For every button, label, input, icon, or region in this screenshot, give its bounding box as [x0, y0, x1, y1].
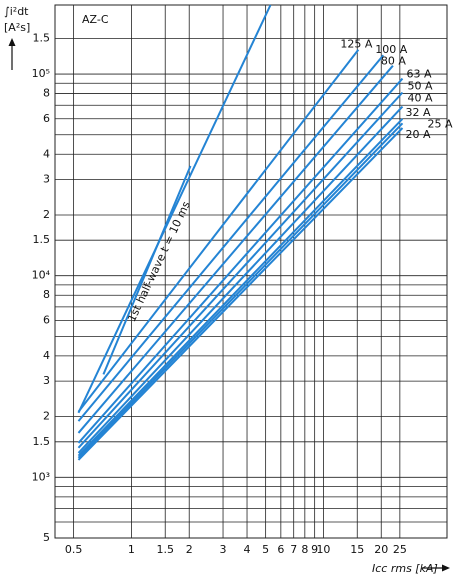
series-label: 80 A: [381, 55, 406, 68]
series-label: 25 A: [427, 117, 452, 130]
x-tick-label: 0.5: [65, 543, 83, 556]
y-tick-label: 1.5: [33, 233, 51, 246]
y-tick-label: 4: [43, 147, 50, 160]
x-tick-label: 6: [277, 543, 284, 556]
series-line: [77, 4, 272, 414]
series-line: [77, 91, 404, 449]
y-tick-label: 5: [43, 531, 50, 544]
series-line: [77, 49, 360, 413]
series-label: 100 A: [375, 43, 407, 56]
y-tick-label: 1.5: [33, 32, 51, 45]
y-tick-label: 8: [43, 87, 50, 100]
x-arrow-head: [442, 564, 450, 572]
x-tick-label: 15: [350, 543, 364, 556]
series-line: [77, 118, 404, 457]
y-tick-label: 4: [43, 349, 50, 362]
chart-title: AZ-C: [82, 13, 109, 26]
y-axis-label: ∫i²dt: [4, 5, 29, 18]
x-tick-label: 1: [128, 543, 135, 556]
x-tick-label: 20: [374, 543, 388, 556]
x-tick-label: 5: [262, 543, 269, 556]
plot-frame: [54, 4, 448, 539]
x-tick-label: 4: [244, 543, 251, 556]
x-tick-label: 3: [220, 543, 227, 556]
series-label: 1st half-wave t = 10 ms: [125, 199, 193, 324]
y-tick-label: 8: [43, 288, 50, 301]
y-tick-label: 10⁴: [32, 269, 51, 282]
y-tick-label: 2: [43, 208, 50, 221]
y-tick-label: 1.5: [33, 435, 51, 448]
x-tick-label: 10: [316, 543, 330, 556]
series-line: [77, 105, 404, 454]
x-tick-label: 9: [311, 543, 318, 556]
x-tick-label: 8: [301, 543, 308, 556]
x-axis-label: Icc rms [kA]: [372, 562, 438, 575]
series-label: 50 A: [407, 79, 432, 92]
y-tick-label: 3: [43, 172, 50, 185]
x-tick-label: 25: [393, 543, 407, 556]
y-tick-label: 10³: [32, 470, 50, 483]
series-label: 20 A: [405, 128, 430, 141]
series-label: 32 A: [405, 106, 430, 119]
series-line: [102, 165, 192, 375]
y-arrow-head: [8, 38, 16, 46]
series-label: 125 A: [340, 38, 372, 51]
series-line: [77, 127, 404, 461]
series-label: 63 A: [406, 68, 431, 81]
series-line: [77, 77, 404, 444]
x-tick-label: 7: [290, 543, 297, 556]
series-line: [77, 54, 385, 422]
series-line: [77, 65, 394, 434]
y-tick-label: 2: [43, 410, 50, 423]
series-line: [77, 122, 404, 459]
y-tick-label: 10⁵: [32, 67, 50, 80]
y-tick-label: 6: [43, 112, 50, 125]
x-tick-label: 1.5: [156, 543, 174, 556]
y-axis-unit: [A²s]: [4, 21, 30, 34]
y-tick-label: 3: [43, 374, 50, 387]
series-label: 40 A: [407, 92, 432, 105]
y-tick-label: 6: [43, 313, 50, 326]
x-tick-label: 2: [186, 543, 193, 556]
